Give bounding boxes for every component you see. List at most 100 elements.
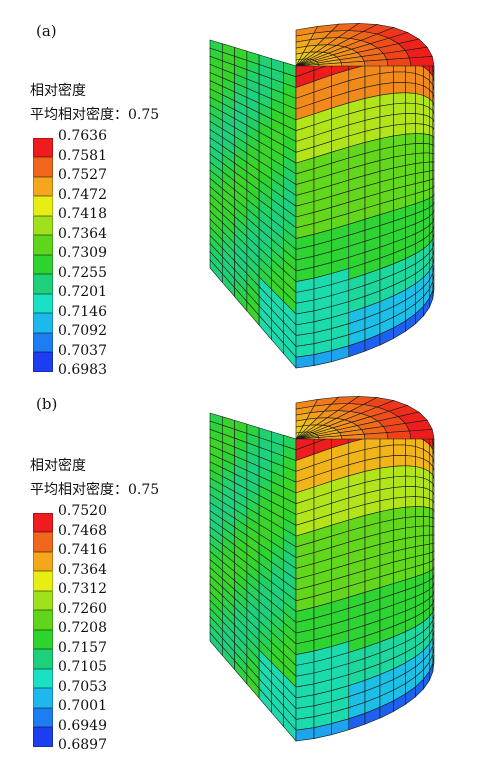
legend-swatch xyxy=(33,235,53,255)
mesh-cell-front xyxy=(405,71,416,84)
legend-swatch xyxy=(33,727,53,747)
mesh-cell-front xyxy=(415,152,424,164)
mesh-cell-front xyxy=(415,535,424,547)
mesh-cell-front xyxy=(423,506,430,518)
legend-value: 0.7581 xyxy=(58,147,107,164)
mesh-cell-front xyxy=(432,654,435,672)
mesh-cell-front xyxy=(405,82,416,94)
mesh-cell-front xyxy=(393,496,406,510)
mesh-cell-front xyxy=(423,133,430,145)
legend-value: 0.7309 xyxy=(58,245,107,261)
mesh-cell-front xyxy=(415,162,424,174)
mesh-cell-front xyxy=(405,465,416,477)
mesh-cell-front xyxy=(415,525,424,537)
mesh-cell-front xyxy=(415,486,424,498)
panel-label: (b) xyxy=(36,395,58,413)
legend-swatch xyxy=(33,512,53,532)
mesh-cell-front xyxy=(415,496,424,508)
legend-value: 0.7416 xyxy=(58,542,107,558)
mesh-cell-front xyxy=(432,281,435,299)
mesh-svg xyxy=(209,396,435,742)
legend-value: 0.7157 xyxy=(58,639,107,656)
mesh-cell-front xyxy=(423,170,430,183)
mesh-cell-front xyxy=(405,133,416,145)
legend-swatch xyxy=(33,293,53,313)
mesh-cell-top xyxy=(409,56,435,67)
legend-swatch xyxy=(33,688,53,708)
legend-value: 0.7105 xyxy=(58,659,107,675)
mesh-cell-front xyxy=(415,133,424,144)
legend-swatch xyxy=(33,274,53,294)
legend-value: 0.7418 xyxy=(58,206,107,222)
mesh-cell-front xyxy=(379,444,394,458)
mesh-cell-front xyxy=(429,143,434,154)
mesh-cell-front xyxy=(429,170,434,181)
mesh-cell-front xyxy=(429,516,434,527)
legend-swatch xyxy=(33,610,53,630)
mesh-cell-front xyxy=(393,92,406,105)
legend-value: 0.7146 xyxy=(58,303,107,320)
mesh-cell-front xyxy=(393,113,406,126)
legend-swatch xyxy=(33,254,53,274)
legend-value: 0.7037 xyxy=(58,342,107,359)
mesh-cell-front xyxy=(405,455,416,467)
mesh-cell-front xyxy=(405,516,416,529)
legend-subtitle: 平均相对密度：0.75 xyxy=(30,482,160,498)
legend-value: 0.7208 xyxy=(58,620,107,636)
mesh-cell-top xyxy=(386,57,412,67)
mesh-cell-front xyxy=(393,475,406,488)
legend-swatch xyxy=(33,215,53,235)
legend-value: 0.7472 xyxy=(58,186,107,203)
mesh-cell-front xyxy=(429,534,434,545)
mesh-cell-front xyxy=(415,103,424,116)
mesh-cell-top xyxy=(386,430,412,440)
mesh-cell-front xyxy=(423,516,430,527)
legend-swatch xyxy=(33,629,53,649)
mesh-cell-front xyxy=(429,543,434,554)
mesh-cell-front xyxy=(405,444,416,457)
legend-value: 0.7201 xyxy=(58,284,107,300)
mesh-cell-front xyxy=(405,102,416,114)
mesh-cell-front xyxy=(432,169,435,180)
panel-label: (a) xyxy=(36,22,57,40)
mesh-cell-front xyxy=(405,486,416,498)
mesh-cell-front xyxy=(415,516,424,527)
legend-value: 0.7053 xyxy=(58,678,107,695)
legend-value: 0.6897 xyxy=(58,737,107,753)
legend-value: 0.7468 xyxy=(58,522,107,539)
mesh-cell-front xyxy=(429,525,434,536)
legend-swatch xyxy=(33,196,53,216)
mesh-cell-front xyxy=(405,496,416,508)
mesh-cell-front xyxy=(379,71,394,85)
mesh-cell-front xyxy=(432,534,435,544)
mesh-cell-front xyxy=(432,525,435,536)
legend-swatch xyxy=(33,137,53,157)
mesh-cell-front xyxy=(295,354,315,369)
mesh-cell-front xyxy=(405,92,416,104)
mesh-cell-front xyxy=(415,123,424,135)
mesh-cell-front xyxy=(393,465,406,478)
mesh-cell-front xyxy=(429,152,434,163)
legend-value: 0.7260 xyxy=(58,600,107,617)
mesh-cell-front xyxy=(393,102,406,115)
legend-swatch xyxy=(33,532,53,552)
mesh-cell-front xyxy=(423,114,430,127)
mesh-cell-front xyxy=(423,543,430,556)
mesh-cell-front xyxy=(432,508,435,520)
mesh-cell-front xyxy=(429,161,434,172)
mesh-cell-front xyxy=(423,123,430,136)
mesh-cell-front xyxy=(415,113,424,125)
mesh-cell-front xyxy=(429,507,434,519)
mesh-cell-front xyxy=(405,143,416,156)
mesh-cell-front xyxy=(432,144,435,155)
mesh-cell-front xyxy=(415,466,424,479)
legend-title: 相对密度 xyxy=(30,458,86,474)
mesh-cell-front xyxy=(405,113,416,125)
mesh-cell-front xyxy=(393,444,406,456)
mesh-cell-front xyxy=(423,534,430,546)
mesh-cell-front xyxy=(423,487,430,500)
legend-value: 0.7364 xyxy=(58,225,107,242)
mesh-cell-front xyxy=(432,135,435,147)
fem-quarter-cylinder-model xyxy=(200,391,445,753)
mesh-cell-front xyxy=(295,727,315,742)
